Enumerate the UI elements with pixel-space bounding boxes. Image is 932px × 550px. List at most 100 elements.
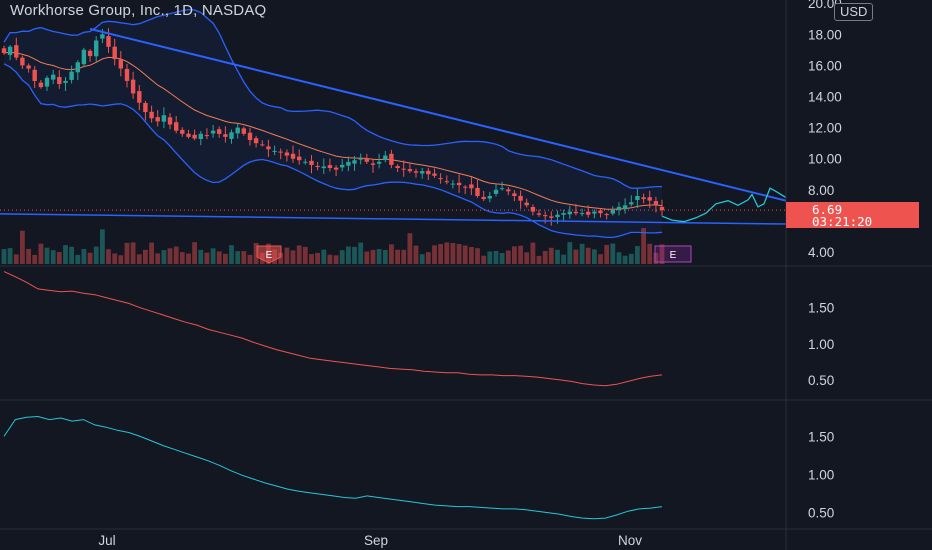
candle-body — [518, 195, 523, 201]
candle-body — [567, 211, 572, 215]
candle-body — [303, 161, 308, 163]
indicator-1-line — [3, 271, 663, 387]
symbol-title: Workhorse Group, Inc., 1D, NASDAQ — [10, 2, 267, 19]
volume-bar — [87, 252, 93, 264]
candle-body — [241, 128, 246, 134]
candle-body — [327, 165, 333, 168]
candle-body — [32, 69, 37, 81]
candle-body — [420, 171, 425, 174]
candle — [51, 69, 56, 85]
candle — [635, 188, 640, 209]
candle-body — [352, 160, 357, 164]
candle — [346, 156, 351, 172]
volume-bar — [524, 252, 530, 264]
volume-bar — [75, 254, 81, 264]
candle — [333, 165, 339, 177]
candle-body — [81, 49, 87, 65]
candle-body — [530, 207, 536, 212]
candle — [395, 164, 400, 172]
bollinger-upper-line — [3, 8, 662, 189]
candle — [155, 110, 160, 127]
candle — [475, 180, 480, 198]
candle — [327, 158, 333, 172]
candle — [512, 190, 517, 202]
candle — [573, 204, 579, 216]
volume-bar — [352, 246, 357, 264]
candle — [217, 126, 222, 138]
candle — [622, 198, 628, 214]
candle — [438, 173, 443, 184]
price-axis[interactable]: 4.006.008.0010.0012.0014.0016.0018.0020.… — [785, 0, 842, 550]
volume-bar — [346, 246, 351, 264]
last-price-tag: 6.69 03:21:20 — [786, 202, 919, 228]
candle — [401, 160, 406, 177]
candle — [389, 149, 394, 169]
candle — [586, 205, 591, 218]
candle-body — [586, 211, 591, 215]
volume-bar — [253, 243, 259, 264]
volume-bar — [370, 249, 376, 264]
volume-bar — [518, 245, 523, 264]
indicator-2-line — [3, 415, 663, 520]
volume-bar — [462, 245, 468, 264]
candle-body — [389, 153, 394, 165]
candle-body — [51, 74, 56, 80]
volume-bar — [487, 251, 493, 264]
volume-bar — [339, 250, 345, 264]
candle — [149, 105, 154, 123]
volume-bar — [592, 249, 597, 264]
candle — [450, 179, 456, 189]
volume-bar — [536, 255, 542, 264]
volume-bar — [579, 243, 585, 264]
candle-body — [407, 169, 413, 172]
volume-bar — [419, 254, 425, 264]
volume-bar — [302, 246, 308, 264]
volume-bar — [493, 251, 499, 264]
candle — [592, 209, 597, 219]
candle — [253, 135, 259, 148]
volume-bar — [167, 248, 173, 264]
time-axis[interactable]: Jul Sep Nov — [98, 533, 642, 548]
candle — [284, 149, 290, 162]
volume-bar — [616, 252, 622, 264]
candle — [506, 187, 511, 196]
candle-body — [186, 133, 191, 137]
candle — [204, 128, 210, 140]
candle — [432, 168, 437, 178]
candle-body — [63, 80, 68, 83]
candle — [180, 127, 185, 137]
volume-bar — [407, 233, 413, 264]
candle-body — [174, 122, 179, 131]
candle — [518, 190, 523, 209]
candle-body — [622, 205, 628, 210]
candle-body — [124, 68, 130, 81]
earnings-marker[interactable]: E — [256, 245, 282, 264]
candle-body — [376, 161, 382, 164]
candle-body — [444, 181, 449, 183]
currency-badge[interactable]: USD — [834, 3, 874, 21]
candle-body — [106, 36, 111, 47]
volume-bar — [143, 249, 148, 264]
candle-body — [653, 201, 659, 206]
time-tick-label: Nov — [618, 533, 642, 548]
volume-bar — [290, 250, 296, 264]
candle-body — [573, 211, 579, 214]
indicator-panes — [0, 265, 932, 530]
candle-body — [204, 135, 210, 137]
earnings-marker[interactable]: E — [654, 245, 692, 263]
last-price-value: 6.69 — [812, 202, 843, 217]
candle-body — [149, 111, 154, 119]
candle — [81, 47, 87, 68]
candle-body — [346, 161, 351, 166]
candle-body — [561, 213, 566, 215]
candle — [493, 184, 499, 197]
volume-bar — [610, 243, 616, 264]
candle-body — [506, 189, 511, 192]
candle — [124, 63, 130, 88]
candle-body — [1, 48, 7, 53]
candle-body — [370, 163, 376, 165]
bollinger-fill-area — [4, 9, 662, 238]
candle-body — [616, 206, 622, 210]
